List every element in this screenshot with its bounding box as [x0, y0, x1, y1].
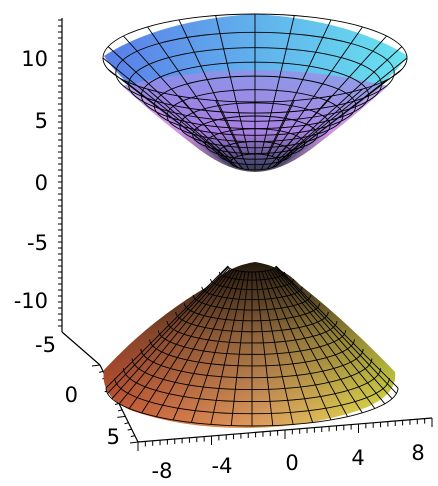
lower-mesh-meridian	[118, 268, 231, 405]
lower-mesh-meridian	[261, 271, 314, 423]
upper-sheet	[102, 13, 408, 172]
upper-mesh	[102, 13, 408, 171]
upper-mesh-meridian	[215, 15, 250, 155]
lower-sheet-shade	[103, 262, 396, 428]
lower-mesh-meridian	[275, 265, 399, 389]
x-tick-label-8: 8	[411, 441, 424, 465]
upper-mesh-meridian	[278, 57, 408, 163]
lower-mesh-meridian	[273, 268, 386, 405]
upper-mesh-meridian	[123, 35, 235, 159]
z-tick-label-5: 5	[35, 109, 48, 133]
y-tick-label-0: 0	[65, 383, 78, 407]
x-tick-label-minus-8: -8	[152, 459, 173, 483]
upper-mesh-meridian	[102, 57, 232, 163]
lower-mesh-meridian	[254, 271, 274, 426]
upper-mesh-meridian	[275, 79, 387, 167]
lower-mesh-meridian	[141, 269, 235, 414]
upper-mesh-meridian	[260, 100, 295, 170]
y-axis-tick	[118, 409, 123, 412]
y-axis-tick	[130, 435, 135, 438]
lower-mesh-ring	[227, 265, 277, 273]
y-axis-tick	[127, 428, 132, 431]
lower-mesh-meridian	[269, 269, 363, 414]
lower-mesh-meridian	[190, 271, 243, 423]
lower-mesh-meridian	[258, 271, 294, 425]
z-tick-label-0: 0	[35, 171, 48, 195]
y-axis-tick	[124, 422, 129, 425]
lower-mesh-meridian	[111, 267, 230, 400]
lower-mesh	[105, 265, 399, 427]
upper-mesh-meridian	[107, 46, 233, 161]
upper-mesh-meridian	[271, 26, 363, 157]
y-axis-tick	[117, 415, 126, 418]
x-tick-label-0: 0	[285, 451, 298, 475]
lower-mesh-meridian	[128, 268, 233, 409]
lower-mesh-meridian	[267, 270, 349, 417]
lower-mesh-meridian	[230, 271, 250, 426]
z-tick-label-10: 10	[21, 47, 48, 71]
z-tick-label-minus-10: -10	[14, 289, 48, 313]
y-axis-tick	[99, 370, 104, 373]
y-tick-label-minus-5: -5	[35, 333, 56, 357]
y-axis-tick	[129, 441, 139, 444]
y-axis-tick	[91, 364, 101, 367]
upper-mesh-meridian	[266, 19, 332, 156]
lower-mesh-meridian	[105, 265, 229, 389]
upper-mesh-meridian	[260, 15, 295, 155]
tick-labels: 10 5 0 -5 -10 -5 0 5 -8 -4 0 4 8	[14, 47, 425, 483]
upper-mesh-meridian	[271, 88, 363, 168]
upper-mesh-meridian	[215, 100, 250, 170]
z-tick-label-minus-5: -5	[27, 231, 48, 255]
y-axis-line	[61, 331, 101, 366]
lower-mesh-meridian	[172, 270, 240, 421]
upper-mesh-meridian	[147, 26, 239, 157]
lower-mesh-meridian	[271, 268, 376, 409]
upper-mesh-meridian	[147, 88, 239, 168]
y-tick-label-5: 5	[107, 425, 120, 449]
lower-mesh-meridian	[210, 271, 246, 425]
lower-sheet	[103, 262, 399, 428]
lower-mesh-meridian	[107, 266, 229, 394]
lower-mesh-meridian	[275, 266, 397, 394]
upper-mesh-meridian	[275, 35, 387, 159]
lower-mesh-meridian	[155, 270, 237, 417]
upper-mesh-meridian	[178, 19, 244, 156]
x-tick-label-4: 4	[351, 446, 364, 470]
lower-mesh-meridian	[274, 267, 393, 400]
lower-mesh-meridian	[264, 270, 332, 421]
upper-mesh-meridian	[277, 46, 403, 161]
upper-mesh-meridian	[107, 69, 233, 165]
x-tick-label-minus-4: -4	[212, 454, 233, 478]
